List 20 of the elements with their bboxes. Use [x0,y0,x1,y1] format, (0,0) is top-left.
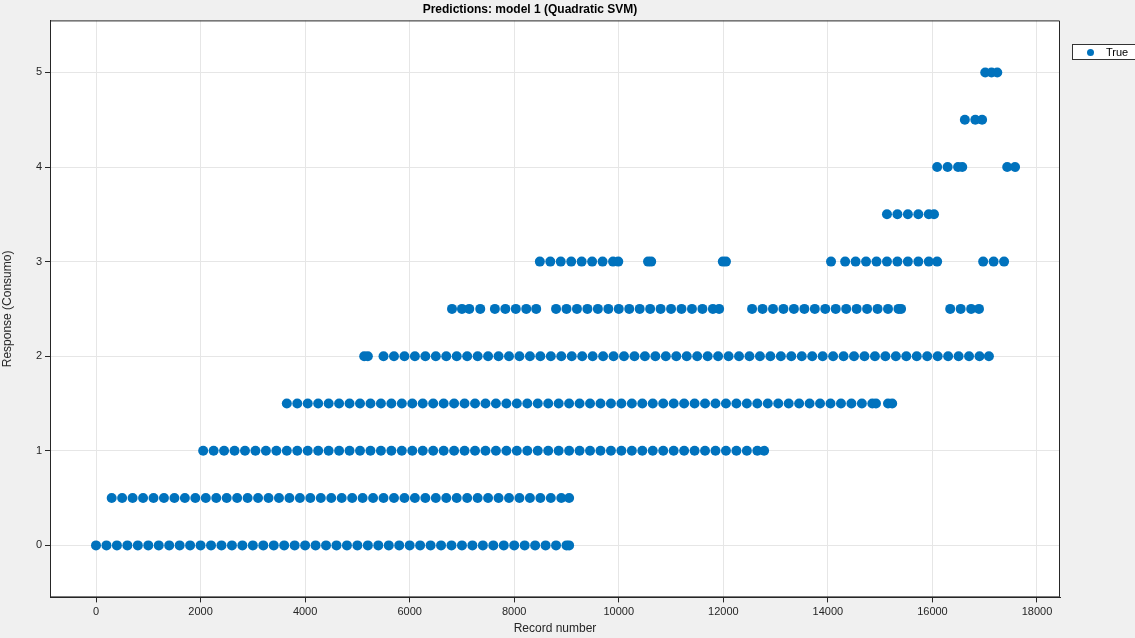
x-tick-label: 4000 [292,605,318,618]
x-axis-title: Record number [513,621,597,636]
x-tick-label: 6000 [397,605,422,618]
y-tick-label: 0 [35,538,42,551]
legend-label: True [1106,46,1129,58]
x-tick-label: 16000 [917,605,948,618]
y-tick-label: 2 [35,349,42,362]
x-tick-label: 14000 [812,605,844,618]
x-tick-label: 2000 [188,605,213,618]
y-tick-label: 3 [35,254,42,267]
x-tick-label: 10000 [603,605,635,618]
y-tick-label: 5 [35,65,42,78]
x-tick-label: 18000 [1021,605,1053,618]
chart-title: Predictions: model 1 (Quadratic SVM) [422,1,638,16]
x-tick-label: 12000 [708,605,739,618]
x-tick-label: 0 [92,605,100,618]
y-tick-label: 1 [35,443,42,456]
y-axis-title: Response (Consumo) [0,250,14,368]
x-tick-label: 8000 [501,605,527,618]
y-tick-label: 4 [35,160,42,173]
